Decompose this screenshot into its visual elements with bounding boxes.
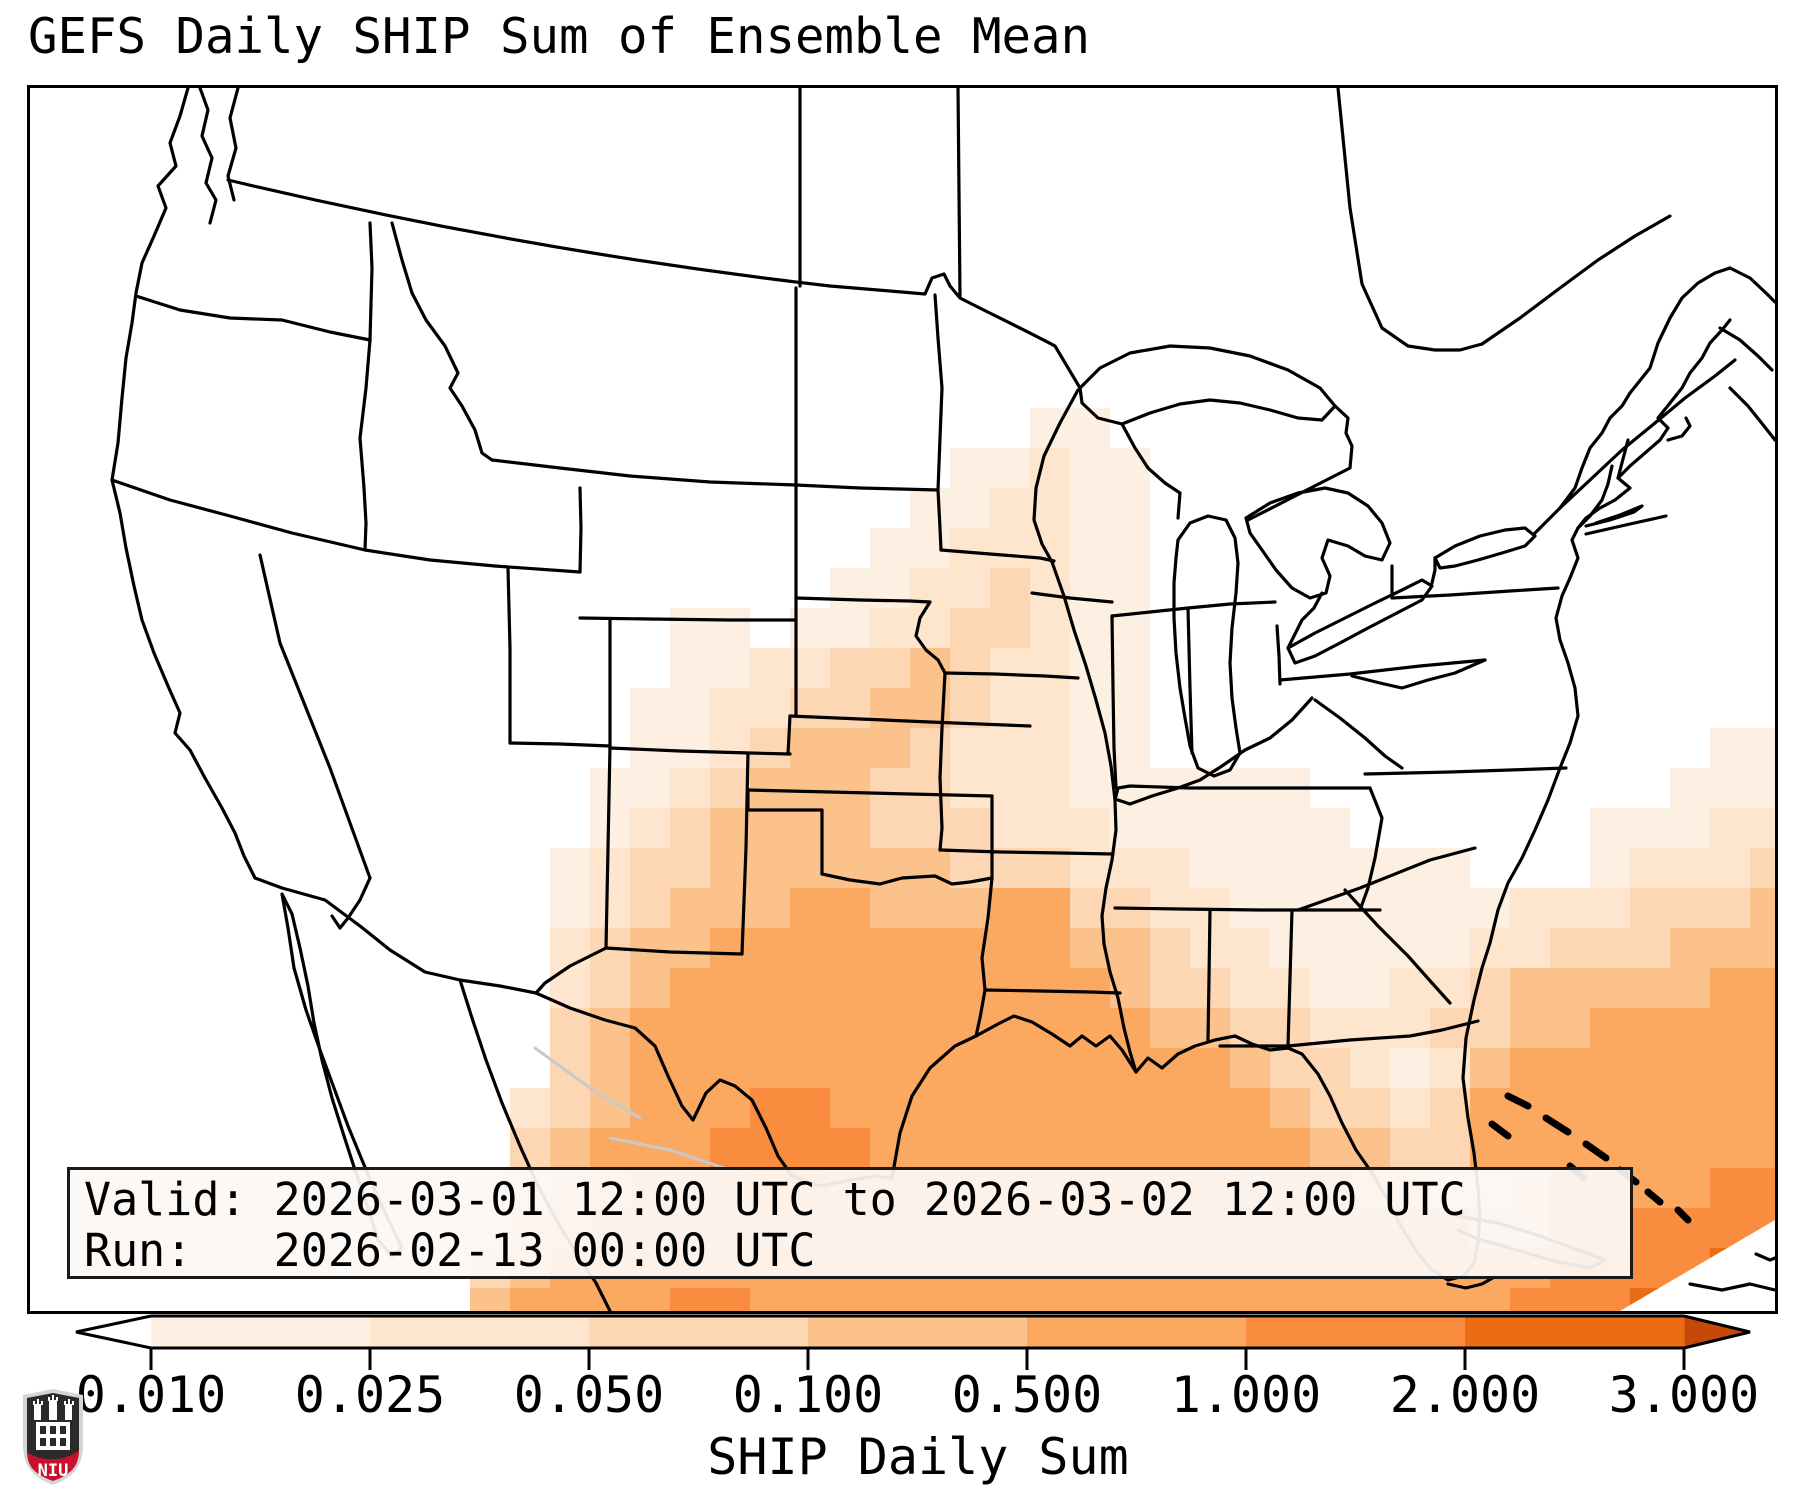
run-text: Run: 2026-02-13 00:00 UTC [84,1224,816,1277]
ms-al-border [1206,908,1212,1042]
lake-huron [1244,486,1392,600]
svg-text:0.500: 0.500 [952,1366,1103,1424]
co-south-border [608,746,792,756]
ok-panhandle [746,788,824,876]
valid-text: Valid: 2026-03-01 12:00 UTC to 2026-03-0… [84,1173,1466,1226]
florida-keys [1446,1274,1498,1290]
co-ks-border [786,714,792,756]
colorbar-segments [75,1314,1751,1350]
mt-south-border [490,458,798,487]
mason-dixon [1278,658,1487,682]
wa-id-border [368,221,374,342]
lake-michigan [1172,514,1242,778]
ut-az-border [508,741,612,748]
in-oh-border [1186,606,1194,755]
colorbar-axis-label: SHIP Daily Sum [707,1428,1128,1486]
ks-ok-border [746,788,994,798]
wi-il-border [1030,591,1114,604]
svg-text:0.025: 0.025 [295,1366,446,1424]
ia-mo-border [943,671,1080,680]
map-canvas: Valid: 2026-03-01 12:00 UTC to 2026-03-0… [27,85,1778,1314]
ar-tx-la-border [974,876,994,1038]
svg-text:2.000: 2.000 [1390,1366,1541,1424]
wv-va-border [1313,698,1404,770]
id-wy-border [578,486,583,574]
lake-erie [1286,578,1434,665]
colorbar-ticks: 0.010 0.025 0.050 0.100 0.500 1.000 2.000 3.000 [76,1348,1760,1424]
svg-text:0.050: 0.050 [514,1366,665,1424]
sd-ne-border [794,596,947,675]
lake-superior [1078,344,1337,426]
logo-castle-windows [40,1426,66,1446]
canada-province-lines [798,88,1484,352]
va-nc-border [1363,766,1568,776]
pacific-coast [110,88,257,880]
line-42n [110,478,582,574]
ky-tn-border [1113,784,1372,802]
canada-border [226,178,1082,390]
red-river-ok-tx [820,872,994,886]
nm-south-border [604,946,744,956]
red-river-border [933,293,944,552]
pa-west-border [1275,624,1282,686]
ga-fl-border [1218,1019,1480,1048]
ne-ks-border [788,714,1032,728]
ar-la-border [983,988,1122,995]
mo-west-border [938,671,947,852]
al-ga-border [1286,908,1294,1048]
or-id-border [358,338,372,552]
wa-or-border [134,294,372,342]
sc-ga-border [1343,888,1452,1005]
co-az-river [330,876,372,930]
niu-logo: NIU [23,1389,83,1485]
logo-text: NIU [38,1461,69,1481]
az-nm-border [604,744,612,950]
ny-pa-border [1390,564,1560,600]
ohio-river [1116,696,1314,806]
svg-text:0.100: 0.100 [733,1366,884,1424]
cape-cod [1666,416,1692,442]
page-title: GEFS Daily SHIP Sum of Ensemble Mean [28,8,1091,65]
mi-south-border [1110,600,1277,618]
nm-tx-border [740,751,750,956]
mo-ar-border [938,848,1115,856]
svg-text:3.000: 3.000 [1609,1366,1760,1424]
colorbar: 0.010 0.025 0.050 0.100 0.500 1.000 2.000 3.000… [75,1314,1760,1486]
svg-text:1.000: 1.000 [1171,1366,1322,1424]
tn-south-border [1113,906,1382,912]
mn-ia-border [939,548,1056,563]
lake-ontario [1433,526,1537,570]
ca-nv-border [258,553,372,880]
il-in-border [1110,614,1118,790]
tn-nc-border [1358,786,1384,912]
id-mt-border [390,221,494,462]
long-island [1584,504,1644,528]
nd-sd-border [794,483,940,492]
info-box: Valid: 2026-03-01 12:00 UTC to 2026-03-0… [67,1167,1633,1279]
nc-sc-border [1296,846,1477,912]
tx-west-tip [534,946,608,995]
wy-south-border [578,616,798,622]
nv-ut-border [506,566,512,745]
mississippi-river [1032,388,1138,1074]
logo-shield-red [27,1450,79,1481]
svg-text:0.010: 0.010 [76,1366,227,1424]
map-svg [110,88,1775,1311]
potomac [1350,658,1487,690]
